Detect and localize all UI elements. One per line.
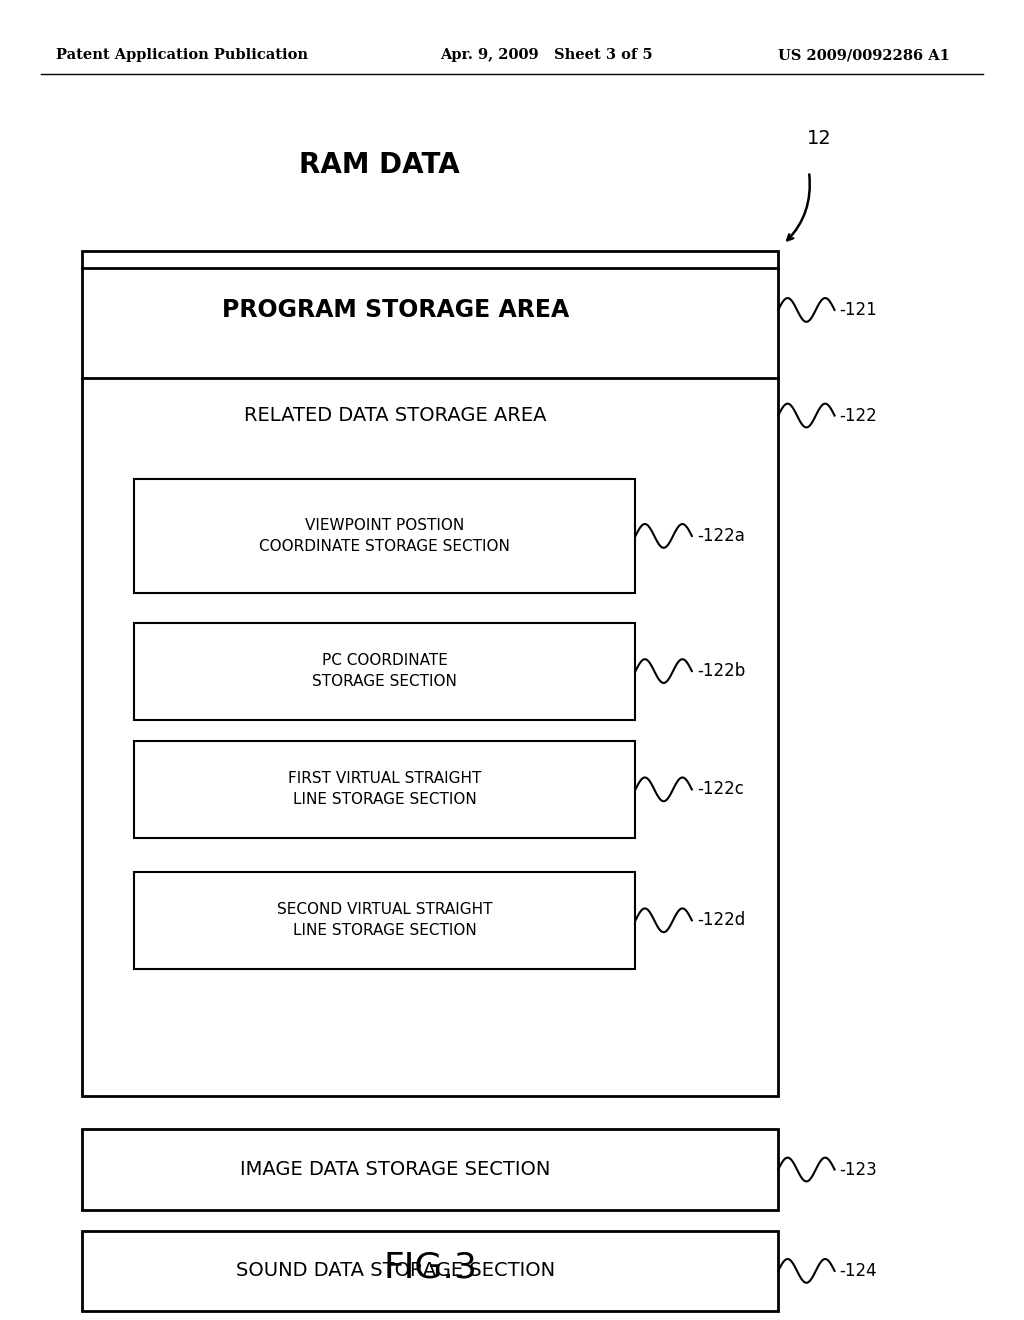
Text: -124: -124	[840, 1262, 878, 1280]
Text: -122: -122	[840, 407, 878, 425]
Text: PROGRAM STORAGE AREA: PROGRAM STORAGE AREA	[221, 298, 569, 322]
Text: Patent Application Publication: Patent Application Publication	[56, 49, 308, 62]
Bar	[134, 623, 636, 719]
Text: IMAGE DATA STORAGE SECTION: IMAGE DATA STORAGE SECTION	[240, 1160, 551, 1179]
Text: PC COORDINATE
STORAGE SECTION: PC COORDINATE STORAGE SECTION	[312, 653, 458, 689]
Text: RAM DATA: RAM DATA	[299, 150, 459, 180]
Bar	[134, 479, 636, 593]
Text: -123: -123	[840, 1160, 878, 1179]
Bar	[82, 251, 778, 1096]
Bar	[134, 871, 636, 969]
Bar	[134, 741, 636, 838]
Text: Apr. 9, 2009   Sheet 3 of 5: Apr. 9, 2009 Sheet 3 of 5	[440, 49, 653, 62]
Text: -122b: -122b	[697, 663, 745, 680]
Text: FIG.3: FIG.3	[383, 1250, 477, 1284]
Text: -122a: -122a	[697, 527, 744, 545]
Text: -121: -121	[840, 301, 878, 319]
Text: VIEWPOINT POSTION
COORDINATE STORAGE SECTION: VIEWPOINT POSTION COORDINATE STORAGE SEC…	[259, 517, 510, 554]
Text: RELATED DATA STORAGE AREA: RELATED DATA STORAGE AREA	[244, 407, 547, 425]
Text: -122d: -122d	[697, 911, 745, 929]
Bar	[82, 1130, 778, 1209]
Text: SOUND DATA STORAGE SECTION: SOUND DATA STORAGE SECTION	[236, 1262, 555, 1280]
Bar	[82, 1230, 778, 1311]
Text: 12: 12	[807, 129, 831, 148]
Text: -122c: -122c	[697, 780, 743, 799]
Text: FIRST VIRTUAL STRAIGHT
LINE STORAGE SECTION: FIRST VIRTUAL STRAIGHT LINE STORAGE SECT…	[288, 771, 481, 808]
Text: SECOND VIRTUAL STRAIGHT
LINE STORAGE SECTION: SECOND VIRTUAL STRAIGHT LINE STORAGE SEC…	[278, 903, 493, 939]
Text: US 2009/0092286 A1: US 2009/0092286 A1	[778, 49, 950, 62]
